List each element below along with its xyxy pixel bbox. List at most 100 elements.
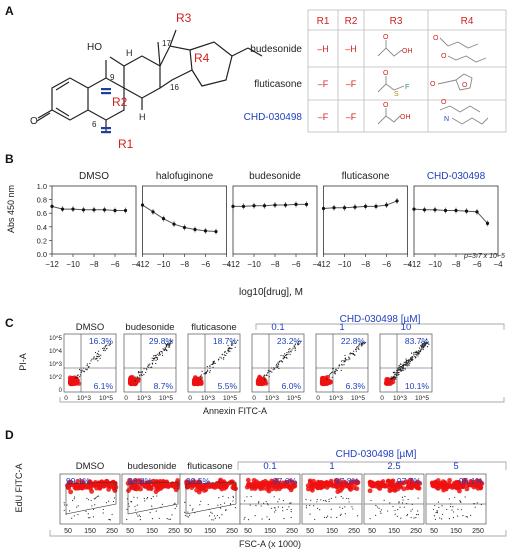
event-dot xyxy=(200,374,202,376)
event-dot xyxy=(102,349,105,351)
event-dot xyxy=(172,339,174,341)
series-title: budesonide xyxy=(249,171,301,182)
event-dot xyxy=(294,347,296,350)
event-dot xyxy=(288,349,290,351)
substituent-table xyxy=(307,9,507,133)
data-point xyxy=(332,206,336,210)
event-dot xyxy=(218,497,220,499)
event-dot xyxy=(414,357,417,359)
event-dot xyxy=(461,479,467,485)
event-dot xyxy=(387,510,389,512)
event-dot xyxy=(360,343,363,345)
event-dot xyxy=(218,517,221,519)
x-tick-label: −10 xyxy=(66,260,80,269)
event-dot xyxy=(278,498,280,500)
event-dot xyxy=(397,480,403,486)
event-dot xyxy=(69,379,75,384)
structure-marks xyxy=(101,88,111,134)
event-dot xyxy=(213,360,215,362)
event-dot xyxy=(164,348,167,350)
data-point xyxy=(283,203,288,207)
event-dot xyxy=(144,371,147,374)
event-dot xyxy=(106,487,112,492)
event-dot xyxy=(411,508,413,510)
event-dot xyxy=(385,377,391,382)
event-dot xyxy=(227,348,229,350)
x-tick-label: 50 xyxy=(368,528,376,535)
event-dot xyxy=(421,345,423,347)
event-dot xyxy=(395,378,397,380)
plot-frame xyxy=(51,185,137,255)
x-tick-label: 150 xyxy=(450,528,462,535)
data-point xyxy=(374,204,378,208)
event-dot xyxy=(306,486,311,492)
event-dot xyxy=(414,351,417,354)
event-dot xyxy=(133,496,135,498)
event-dot xyxy=(456,515,459,517)
y-tick-label: 1.0 xyxy=(37,182,47,191)
event-dot xyxy=(246,481,252,487)
event-dot xyxy=(367,488,373,494)
event-dot xyxy=(291,349,293,351)
event-dot xyxy=(334,373,336,375)
data-point xyxy=(214,229,218,234)
panel-c-group-label: CHD-030498 [µM] xyxy=(340,314,421,325)
event-dot xyxy=(97,360,99,362)
event-dot xyxy=(146,369,148,371)
event-dot xyxy=(258,501,260,503)
event-dot xyxy=(415,479,420,485)
event-dot xyxy=(156,353,158,355)
event-dot xyxy=(139,519,142,521)
event-dot xyxy=(229,480,235,486)
flow-title: 5 xyxy=(453,461,458,472)
event-dot xyxy=(290,351,292,353)
event-dot xyxy=(343,364,345,366)
event-dot xyxy=(364,342,367,344)
event-dot xyxy=(422,342,425,345)
label-c16: 16 xyxy=(170,83,179,92)
x-tick-label: 50 xyxy=(184,528,192,535)
event-dot xyxy=(353,350,355,352)
event-dot xyxy=(394,373,396,375)
event-dot xyxy=(389,502,391,504)
event-dot xyxy=(452,516,455,519)
event-dot xyxy=(376,506,379,508)
event-dot xyxy=(76,506,78,508)
event-dot xyxy=(153,358,155,360)
event-dot xyxy=(266,516,268,518)
event-dot xyxy=(98,483,104,489)
event-dot xyxy=(83,370,85,372)
x-tick-label: −4 xyxy=(312,260,322,269)
event-dot xyxy=(126,508,128,510)
event-dot xyxy=(77,374,79,376)
event-dot xyxy=(277,365,279,368)
event-dot xyxy=(137,372,139,374)
event-dot xyxy=(146,496,149,499)
event-dot xyxy=(454,485,460,491)
event-dot xyxy=(393,379,396,381)
event-dot xyxy=(397,368,399,370)
event-dot xyxy=(191,479,197,484)
event-dot xyxy=(434,518,437,520)
event-dot xyxy=(138,377,140,380)
event-dot xyxy=(275,365,277,367)
event-dot xyxy=(408,361,410,363)
y-tick-label: 0.8 xyxy=(37,196,47,205)
flow-title: 10 xyxy=(401,322,412,333)
event-dot xyxy=(402,366,404,368)
event-dot xyxy=(126,518,128,521)
event-dot xyxy=(275,509,277,511)
event-dot xyxy=(401,496,404,498)
event-dot xyxy=(234,346,236,348)
event-dot xyxy=(392,505,394,508)
event-dot xyxy=(328,374,331,376)
event-dot xyxy=(422,348,424,351)
x-tick-label: 10^5 xyxy=(223,395,237,402)
event-dot xyxy=(267,369,269,372)
event-dot xyxy=(191,509,194,511)
x-tick-label: 10^3 xyxy=(393,395,407,402)
event-dot xyxy=(411,359,413,362)
event-dot xyxy=(200,500,202,502)
event-dot xyxy=(92,516,95,518)
event-dot xyxy=(402,499,404,501)
